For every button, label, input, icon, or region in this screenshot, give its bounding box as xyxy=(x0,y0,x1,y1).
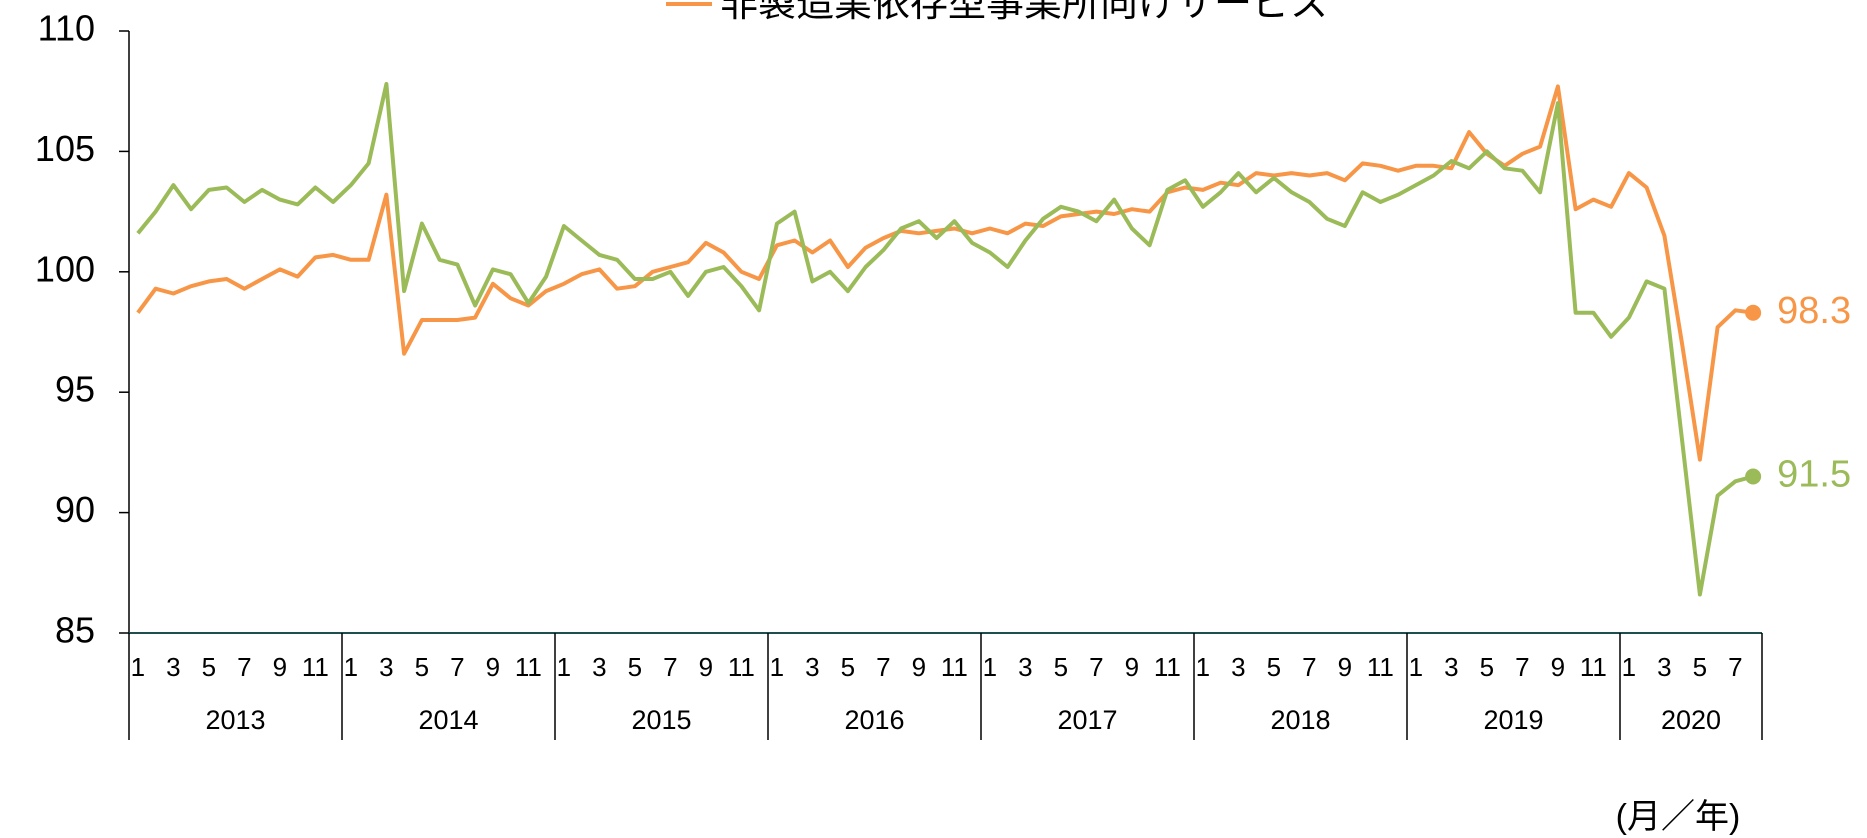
end-label: 91.5 xyxy=(1777,454,1851,496)
y-tick-label: 100 xyxy=(35,248,95,289)
x-tick-label: 3 xyxy=(1231,652,1245,682)
x-tick-label: 5 xyxy=(1054,652,1068,682)
x-tick-label: 3 xyxy=(1444,652,1458,682)
y-tick-label: 95 xyxy=(55,369,95,410)
x-tick-label: 3 xyxy=(805,652,819,682)
x-tick-label: 5 xyxy=(415,652,429,682)
x-tick-label: 5 xyxy=(1267,652,1281,682)
x-tick-label: 9 xyxy=(1125,652,1139,682)
series-line xyxy=(136,84,1754,462)
y-tick-label: 90 xyxy=(55,489,95,530)
x-tick-label: 11 xyxy=(728,652,755,682)
year-label: 2015 xyxy=(631,705,691,735)
x-tick-label: 11 xyxy=(1154,652,1181,682)
x-tick-label: 9 xyxy=(699,652,713,682)
x-tick-label: 7 xyxy=(237,652,251,682)
x-tick-label: 7 xyxy=(1515,652,1529,682)
x-tick-label: 1 xyxy=(983,652,997,682)
x-tick-label: 7 xyxy=(450,652,464,682)
x-tick-label: 3 xyxy=(379,652,393,682)
x-tick-label: 5 xyxy=(1693,652,1707,682)
x-tick-label: 5 xyxy=(628,652,642,682)
x-tick-label: 5 xyxy=(841,652,855,682)
x-tick-label: 3 xyxy=(1657,652,1671,682)
year-label: 2013 xyxy=(205,705,265,735)
end-point xyxy=(1745,468,1762,485)
x-tick-label: 1 xyxy=(344,652,358,682)
x-tick-label: 1 xyxy=(131,652,145,682)
x-tick-label: 9 xyxy=(486,652,500,682)
legend-label: 非製造業依存型事業所向けサービス xyxy=(720,0,1328,25)
year-label: 2016 xyxy=(844,705,904,735)
x-tick-label: 1 xyxy=(1196,652,1210,682)
x-tick-label: 11 xyxy=(302,652,329,682)
x-tick-label: 7 xyxy=(876,652,890,682)
x-axis-label: (月／年) xyxy=(1616,798,1741,836)
y-tick-label: 85 xyxy=(55,610,95,651)
x-tick-label: 11 xyxy=(941,652,968,682)
end-label: 98.3 xyxy=(1777,290,1851,332)
x-tick-label: 7 xyxy=(1728,652,1742,682)
x-tick-label: 7 xyxy=(663,652,677,682)
year-label: 2014 xyxy=(418,705,478,735)
x-tick-label: 1 xyxy=(1409,652,1423,682)
x-tick-label: 7 xyxy=(1302,652,1316,682)
y-tick-label: 105 xyxy=(35,128,95,169)
x-tick-label: 9 xyxy=(912,652,926,682)
x-tick-label: 1 xyxy=(557,652,571,682)
x-tick-label: 3 xyxy=(1018,652,1032,682)
year-label: 2019 xyxy=(1483,705,1543,735)
x-tick-label: 3 xyxy=(166,652,180,682)
x-tick-label: 9 xyxy=(1551,652,1565,682)
y-tick-label: 110 xyxy=(38,8,95,49)
end-point xyxy=(1745,304,1762,321)
x-tick-label: 9 xyxy=(273,652,287,682)
year-label: 2018 xyxy=(1270,705,1330,735)
x-tick-label: 5 xyxy=(1480,652,1494,682)
x-tick-label: 11 xyxy=(1367,652,1394,682)
year-label: 2020 xyxy=(1661,705,1721,735)
x-tick-label: 9 xyxy=(1338,652,1352,682)
x-tick-label: 3 xyxy=(592,652,606,682)
year-label: 2017 xyxy=(1057,705,1117,735)
series-line xyxy=(136,82,1754,597)
x-tick-label: 11 xyxy=(1580,652,1607,682)
x-tick-label: 1 xyxy=(1622,652,1636,682)
x-tick-label: 5 xyxy=(202,652,216,682)
x-tick-label: 1 xyxy=(770,652,784,682)
x-tick-label: 11 xyxy=(515,652,542,682)
x-tick-label: 7 xyxy=(1089,652,1103,682)
